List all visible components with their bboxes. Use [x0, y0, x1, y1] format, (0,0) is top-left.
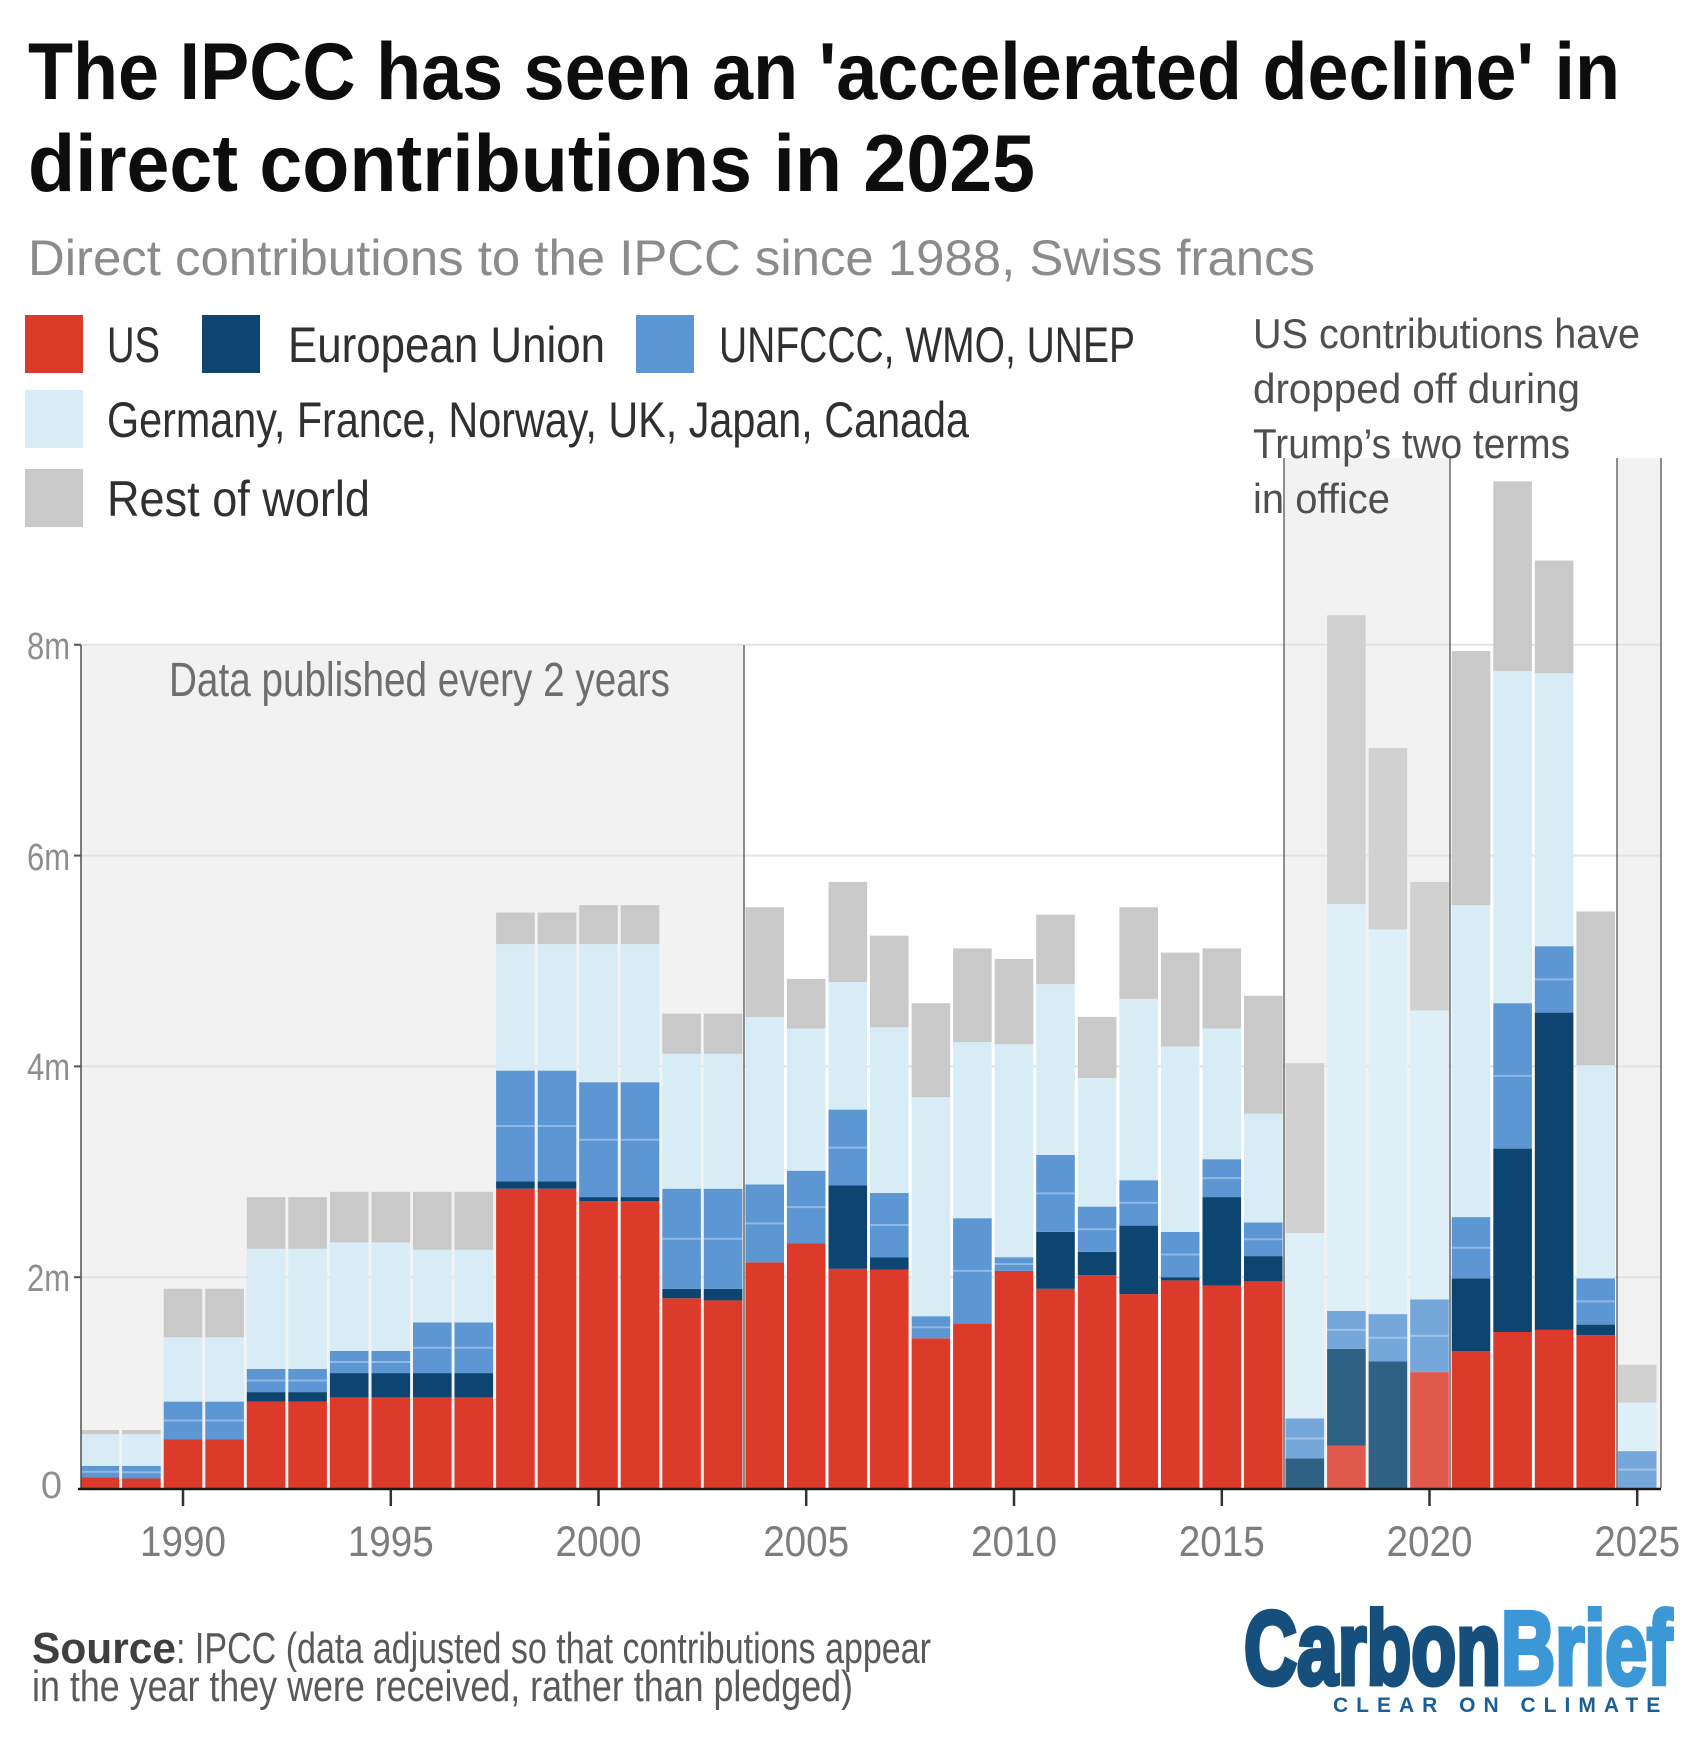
svg-text:CLEAR ON CLIMATE: CLEAR ON CLIMATE [1333, 1694, 1668, 1717]
svg-text:Data published every 2 years: Data published every 2 years [169, 654, 670, 707]
svg-text:2005: 2005 [763, 1518, 849, 1566]
svg-text:dropped off during: dropped off during [1253, 365, 1580, 412]
svg-text:in the year they were received: in the year they were received, rather t… [32, 1662, 853, 1711]
svg-text:1995: 1995 [348, 1518, 434, 1566]
svg-text:in office: in office [1253, 475, 1390, 522]
svg-text:Brief: Brief [1501, 1591, 1672, 1707]
svg-text:Direct contributions to the IP: Direct contributions to the IPCC since 1… [28, 230, 1315, 286]
svg-text:European Union: European Union [288, 317, 605, 373]
svg-text:8m: 8m [27, 626, 70, 668]
svg-text:6m: 6m [27, 837, 70, 879]
svg-text:0: 0 [41, 1465, 62, 1507]
svg-text:2010: 2010 [971, 1518, 1057, 1566]
svg-text:Source: Source [32, 1624, 176, 1673]
svg-text:US contributions have: US contributions have [1253, 310, 1640, 357]
svg-text:direct contributions in 2025: direct contributions in 2025 [28, 119, 1035, 209]
svg-text:2025: 2025 [1594, 1518, 1680, 1566]
svg-text:Trump’s two terms: Trump’s two terms [1253, 420, 1570, 467]
svg-text:Rest of world: Rest of world [107, 471, 370, 527]
svg-text:The IPCC has seen an 'accelera: The IPCC has seen an 'accelerated declin… [28, 27, 1620, 117]
svg-text:UNFCCC, WMO, UNEP: UNFCCC, WMO, UNEP [719, 317, 1135, 373]
svg-text:4m: 4m [27, 1047, 70, 1089]
svg-text:Carbon: Carbon [1244, 1591, 1501, 1707]
svg-text:US: US [107, 317, 160, 373]
svg-text:1990: 1990 [140, 1518, 226, 1566]
svg-text:: IPCC (data adjusted so that: : IPCC (data adjusted so that contributi… [176, 1624, 931, 1673]
svg-text:2020: 2020 [1387, 1518, 1473, 1566]
svg-text:2015: 2015 [1179, 1518, 1265, 1566]
svg-text:2000: 2000 [556, 1518, 642, 1566]
svg-text:Germany, France, Norway, UK, J: Germany, France, Norway, UK, Japan, Cana… [107, 392, 969, 448]
svg-text:2m: 2m [27, 1258, 70, 1300]
